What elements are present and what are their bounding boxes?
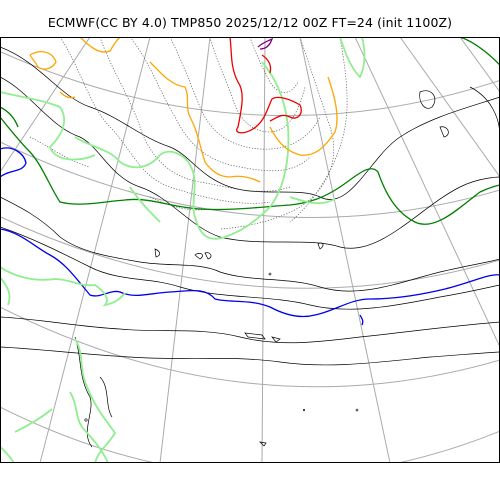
contour-red	[229, 37, 302, 134]
latitude-line	[0, 50, 500, 117]
longitude-line	[159, 37, 211, 463]
longitude-line	[399, 37, 500, 178]
coastlines	[0, 46, 500, 448]
contour-orange	[29, 37, 338, 183]
weather-map	[0, 37, 500, 463]
longitude-line	[459, 37, 500, 93]
latitude-line	[0, 141, 500, 218]
graticule	[0, 37, 500, 463]
longitude-line	[299, 37, 391, 463]
longitude-line	[261, 37, 266, 463]
latitude-line	[0, 306, 500, 388]
latitude-line	[0, 406, 500, 463]
longitude-line	[0, 37, 91, 173]
contour-blue	[0, 147, 500, 326]
contour-green	[0, 37, 500, 225]
contour-purple	[257, 37, 274, 50]
longitude-line	[39, 37, 151, 463]
map-title: ECMWF(CC BY 4.0) TMP850 2025/12/12 00Z F…	[47, 15, 453, 30]
contour-lightgreen	[0, 37, 366, 463]
isotherms-dotted	[29, 37, 348, 230]
islands	[84, 272, 359, 422]
latitude-line	[0, 216, 500, 289]
longitude-line	[354, 37, 500, 348]
